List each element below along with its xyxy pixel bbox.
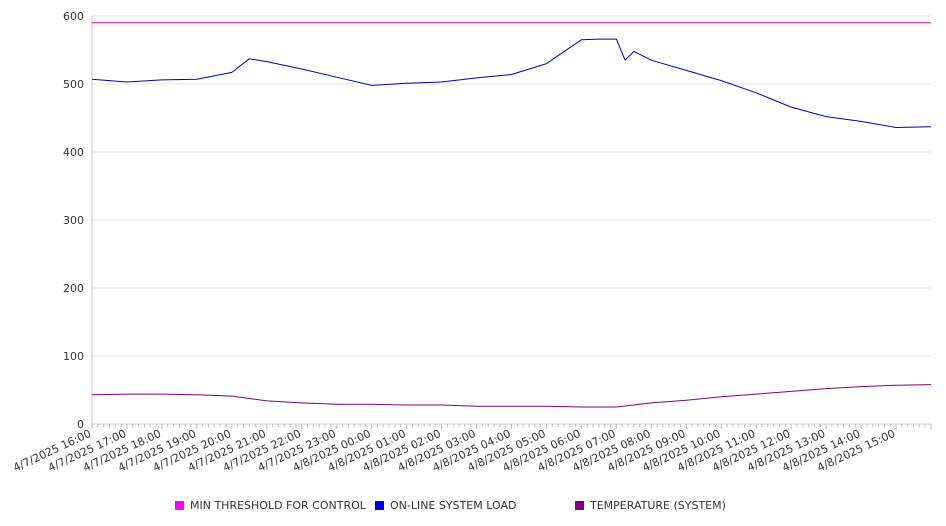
legend-item-min-threshold[interactable]: MIN THRESHOLD FOR CONTROL	[175, 498, 366, 512]
y-tick-label: 100	[63, 350, 84, 363]
legend-item-system-load[interactable]: ON-LINE SYSTEM LOAD	[375, 498, 516, 512]
y-tick-label: 500	[63, 78, 84, 91]
grid-lines	[92, 15, 931, 357]
legend-item-temperature[interactable]: TEMPERATURE (SYSTEM)	[575, 498, 726, 512]
y-axis-ticks: 0 100 200 300 400 500 600	[63, 10, 84, 431]
legend-swatch	[375, 500, 384, 510]
legend-label: TEMPERATURE (SYSTEM)	[590, 498, 726, 512]
series-line-temperature	[91, 384, 932, 408]
y-tick-label: 600	[63, 10, 84, 23]
y-tick-label: 400	[63, 146, 84, 159]
y-tick-label: 300	[63, 214, 84, 227]
x-axis-ticks: 4/7/2025 16:004/7/2025 17:004/7/2025 18:…	[11, 424, 932, 474]
legend-swatch	[175, 500, 184, 510]
y-tick-label: 200	[63, 282, 84, 295]
series-line-system-load	[91, 38, 932, 128]
series-lines	[91, 22, 932, 408]
legend-label: MIN THRESHOLD FOR CONTROL	[190, 498, 366, 512]
y-tick-label: 0	[77, 418, 84, 431]
legend-swatch	[575, 500, 584, 510]
legend-label: ON-LINE SYSTEM LOAD	[390, 498, 517, 512]
